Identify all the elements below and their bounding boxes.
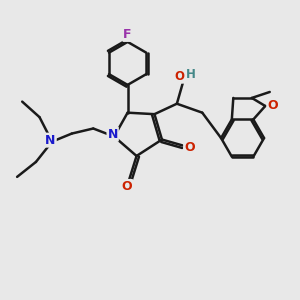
Text: O: O — [175, 70, 185, 83]
Text: H: H — [186, 68, 196, 81]
Text: F: F — [123, 28, 132, 41]
Text: N: N — [107, 128, 118, 141]
Text: N: N — [45, 134, 56, 147]
Text: O: O — [267, 99, 278, 112]
Text: O: O — [184, 140, 195, 154]
Text: O: O — [122, 180, 132, 193]
